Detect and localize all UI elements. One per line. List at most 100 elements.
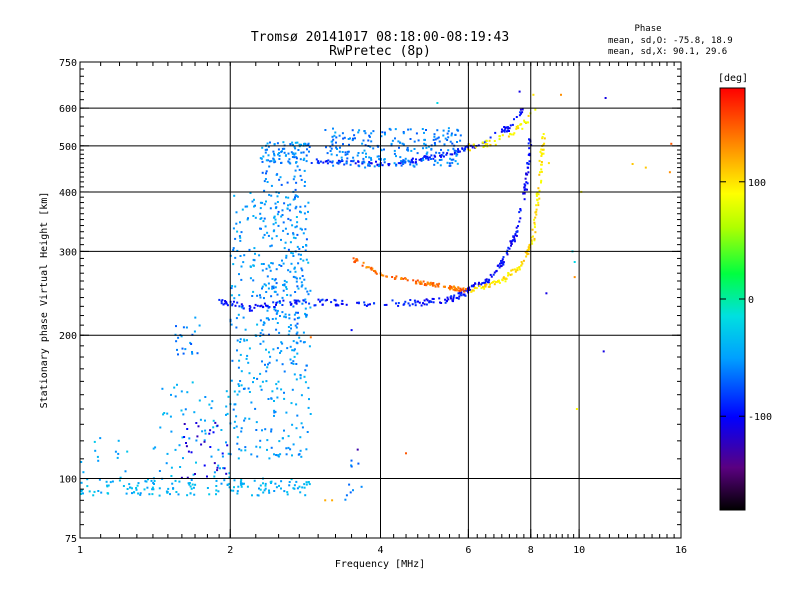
echo-point-707 xyxy=(295,156,298,159)
echo-point-93 xyxy=(105,480,108,483)
echo-point-1825 xyxy=(535,193,538,195)
echo-point-1829 xyxy=(489,283,491,286)
echo-point-1714 xyxy=(528,160,531,163)
echo-point-97 xyxy=(307,481,310,483)
echo-point-476 xyxy=(236,339,239,342)
echo-point-767 xyxy=(293,266,296,269)
echo-point-797 xyxy=(305,313,308,316)
echo-point-804 xyxy=(270,244,273,247)
echo-point-975 xyxy=(387,163,390,166)
echo-point-1706 xyxy=(523,183,526,186)
echo-point-759 xyxy=(303,212,306,215)
echo-point-243 xyxy=(174,448,177,451)
echo-point-1846 xyxy=(541,136,544,138)
echo-point-1116 xyxy=(421,128,424,130)
echo-point-369 xyxy=(275,359,278,362)
echo-point-1439 xyxy=(438,297,441,300)
echo-point-901 xyxy=(259,157,262,160)
echo-point-199 xyxy=(162,413,165,416)
echo-point-35 xyxy=(135,487,138,489)
echo-point-1856 xyxy=(345,494,348,497)
echo-point-699 xyxy=(288,317,291,320)
echo-point-1397 xyxy=(319,300,321,303)
echo-point-946 xyxy=(411,161,414,164)
echo-point-1567 xyxy=(355,259,357,262)
echo-point-718 xyxy=(293,156,296,159)
echo-point-137 xyxy=(228,486,231,489)
echo-point-730 xyxy=(303,185,306,187)
echo-point-298 xyxy=(301,284,304,287)
echo-point-212 xyxy=(159,426,162,429)
echo-point-1310 xyxy=(516,125,519,128)
echo-point-1695 xyxy=(477,283,480,286)
echo-point-370 xyxy=(268,351,270,354)
echo-point-771 xyxy=(286,232,289,235)
echo-point-231 xyxy=(212,426,215,429)
echo-point-1728 xyxy=(535,213,538,216)
echo-point-1335 xyxy=(452,298,455,301)
echo-point-1117 xyxy=(434,160,437,163)
echo-point-1096 xyxy=(451,161,454,164)
echo-point-295 xyxy=(176,348,178,351)
echo-point-379 xyxy=(254,216,257,219)
echo-point-735 xyxy=(302,331,305,334)
echo-point-1680 xyxy=(499,262,501,265)
echo-point-1597 xyxy=(436,283,439,286)
echo-point-1305 xyxy=(486,143,489,146)
echo-point-33 xyxy=(278,484,280,487)
echo-point-1134 xyxy=(456,141,458,143)
echo-point-1884 xyxy=(518,90,521,93)
echo-point-620 xyxy=(230,323,233,326)
echo-point-0 xyxy=(230,489,233,492)
echo-point-98 xyxy=(133,491,136,494)
echo-point-697 xyxy=(281,259,283,262)
echo-point-1857 xyxy=(352,489,354,492)
echo-point-187 xyxy=(180,390,183,393)
echo-point-1019 xyxy=(452,147,455,150)
echo-point-743 xyxy=(300,267,303,270)
echo-point-1313 xyxy=(493,140,496,142)
echo-point-1781 xyxy=(478,285,481,287)
echo-point-1800 xyxy=(530,236,533,239)
echo-point-304 xyxy=(275,383,278,386)
echo-point-1110 xyxy=(352,137,354,140)
echo-point-1002 xyxy=(442,155,445,158)
echo-point-906 xyxy=(425,157,427,160)
echo-point-1207 xyxy=(440,158,443,161)
echo-point-559 xyxy=(260,263,263,265)
echo-point-259 xyxy=(186,476,189,479)
echo-point-1874 xyxy=(631,163,634,165)
echo-point-863 xyxy=(296,141,299,144)
echo-point-1791 xyxy=(542,133,545,135)
echo-point-1858 xyxy=(350,465,353,468)
echo-point-254 xyxy=(216,469,219,472)
echo-point-1678 xyxy=(507,246,510,249)
echo-point-1566 xyxy=(420,282,423,285)
echo-point-140 xyxy=(253,479,256,482)
echo-point-1367 xyxy=(383,304,386,306)
echo-point-1264 xyxy=(507,126,509,129)
echo-point-1149 xyxy=(436,161,439,164)
echo-point-1735 xyxy=(493,280,496,283)
echo-point-670 xyxy=(237,313,240,316)
echo-point-645 xyxy=(273,400,275,402)
echo-point-955 xyxy=(326,162,329,165)
echo-point-888 xyxy=(288,158,291,161)
echo-point-303 xyxy=(251,295,254,297)
echo-point-353 xyxy=(252,279,255,282)
echo-point-845 xyxy=(290,151,293,154)
echo-point-831 xyxy=(263,217,266,220)
echo-point-1483 xyxy=(418,301,421,304)
echo-point-1713 xyxy=(502,256,505,259)
echo-point-1046 xyxy=(334,131,337,134)
echo-point-1481 xyxy=(265,304,267,307)
echo-point-1635 xyxy=(501,259,504,262)
echo-point-125 xyxy=(241,483,244,486)
echo-point-784 xyxy=(279,176,282,179)
echo-point-1708 xyxy=(524,184,527,187)
echo-point-24 xyxy=(220,482,223,485)
echo-point-77 xyxy=(259,484,262,487)
echo-point-38 xyxy=(81,489,84,492)
echo-point-465 xyxy=(266,366,269,369)
echo-point-577 xyxy=(304,307,307,310)
